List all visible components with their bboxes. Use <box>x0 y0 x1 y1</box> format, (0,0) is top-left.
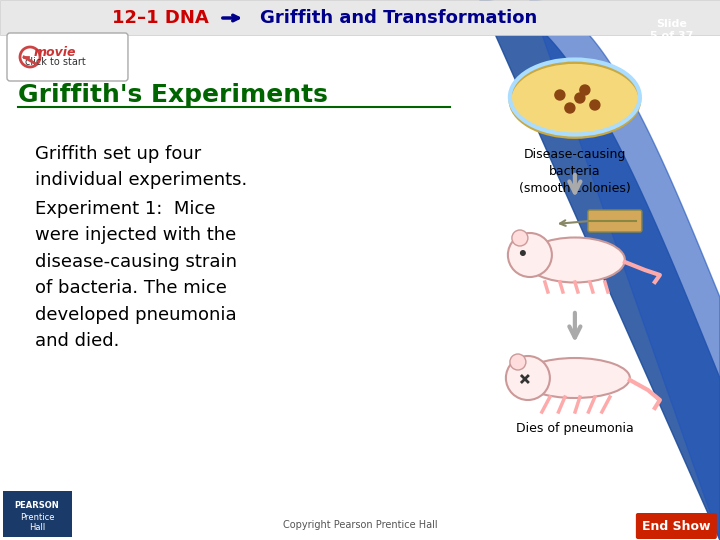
Text: 12–1 DNA: 12–1 DNA <box>112 9 208 27</box>
Circle shape <box>520 250 526 256</box>
Text: Griffith and Transformation: Griffith and Transformation <box>260 9 537 27</box>
Text: End Show: End Show <box>642 519 710 532</box>
Circle shape <box>590 100 600 110</box>
Circle shape <box>506 356 550 400</box>
FancyBboxPatch shape <box>588 210 642 232</box>
Circle shape <box>510 354 526 370</box>
Circle shape <box>565 103 575 113</box>
Text: Griffith's Experiments: Griffith's Experiments <box>18 83 328 107</box>
Polygon shape <box>530 0 720 540</box>
Text: movie: movie <box>34 45 76 58</box>
Circle shape <box>575 93 585 103</box>
Circle shape <box>512 230 528 246</box>
Text: click to start: click to start <box>24 57 86 67</box>
Text: Griffith set up four
individual experiments.: Griffith set up four individual experime… <box>35 145 247 190</box>
Polygon shape <box>480 0 720 540</box>
Text: Disease-causing
bacteria
(smooth colonies): Disease-causing bacteria (smooth colonie… <box>519 148 631 195</box>
Circle shape <box>508 233 552 277</box>
Text: Dies of pneumonia: Dies of pneumonia <box>516 422 634 435</box>
Text: Copyright Pearson Prentice Hall: Copyright Pearson Prentice Hall <box>283 520 437 530</box>
Ellipse shape <box>510 63 640 138</box>
Circle shape <box>580 85 590 95</box>
Text: Hall: Hall <box>29 523 45 532</box>
Circle shape <box>555 90 565 100</box>
Text: Prentice: Prentice <box>19 514 54 523</box>
FancyBboxPatch shape <box>7 33 128 81</box>
Text: Slide
5 of 37: Slide 5 of 37 <box>650 19 693 41</box>
Ellipse shape <box>525 238 625 282</box>
Text: PEARSON: PEARSON <box>14 501 59 510</box>
Text: Experiment 1:  Mice
were injected with the
disease-causing strain
of bacteria. T: Experiment 1: Mice were injected with th… <box>35 200 237 350</box>
FancyBboxPatch shape <box>3 491 72 537</box>
FancyBboxPatch shape <box>0 0 720 35</box>
FancyBboxPatch shape <box>636 513 717 539</box>
Ellipse shape <box>520 358 630 398</box>
